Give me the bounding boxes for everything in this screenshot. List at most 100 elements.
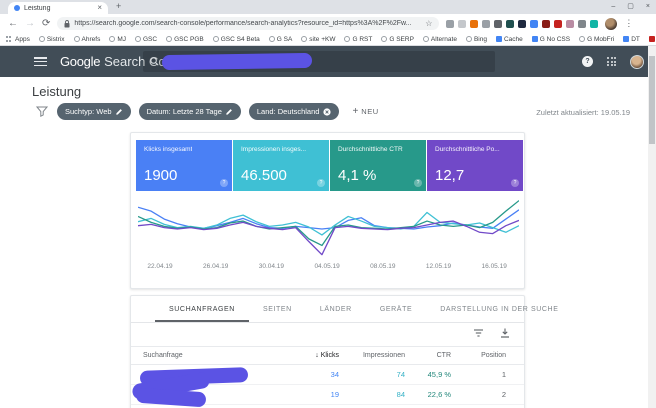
window-controls: – ▢ ×: [611, 0, 650, 13]
extension-icon[interactable]: [470, 19, 479, 28]
column-header-ctr[interactable]: CTR: [436, 352, 451, 359]
metric-label: Klicks insgesamt: [144, 146, 193, 153]
close-window-button[interactable]: ×: [645, 3, 650, 10]
table-row[interactable]: 19 84 22,6 % 2: [131, 385, 524, 405]
filter-chip-2[interactable]: Datum: Letzte 28 Tage: [138, 103, 241, 120]
filter-chip-3[interactable]: Land: Deutschland: [248, 103, 340, 120]
column-header-position[interactable]: Position: [481, 352, 506, 359]
bookmark-item[interactable]: GSC: [135, 36, 157, 43]
extension-icon[interactable]: [566, 19, 575, 28]
extension-icon[interactable]: [542, 19, 551, 28]
new-tab-button[interactable]: +: [116, 1, 122, 11]
bookmark-star-icon[interactable]: ☆: [425, 19, 433, 28]
chart-x-axis-labels: 22.04.19 26.04.19 30.04.19 04.05.19 08.05.19…: [131, 263, 526, 273]
metric-help-icon[interactable]: ?: [414, 179, 422, 187]
extension-icon[interactable]: [590, 19, 599, 28]
browser-tab[interactable]: Leistung ×: [8, 2, 108, 14]
tab-l-nder[interactable]: LÄNDER: [319, 305, 352, 313]
table-header-row: Suchanfrage ↓ Klicks Impressionen CTR Po…: [131, 346, 524, 365]
edit-pencil-icon[interactable]: [115, 108, 123, 115]
cell-ctr: 45,9 %: [427, 370, 451, 379]
bookmark-item[interactable]: Bing: [465, 36, 487, 43]
new-filter-label: NEU: [361, 107, 379, 116]
bookmark-item[interactable]: G MobFri: [579, 36, 614, 43]
tab-suchanfragen[interactable]: SUCHANFRAGEN: [155, 296, 249, 322]
bookmark-item[interactable]: site +KW: [301, 36, 335, 43]
table-filter-icon[interactable]: [473, 328, 484, 338]
tab-close-icon[interactable]: ×: [97, 3, 102, 12]
extension-icon[interactable]: [578, 19, 587, 28]
extension-icon[interactable]: [458, 19, 467, 28]
minimize-button[interactable]: –: [611, 3, 616, 10]
column-header-impressionen[interactable]: Impressionen: [362, 352, 405, 359]
bookmark-item[interactable]: DT: [623, 36, 640, 43]
extension-icon[interactable]: [530, 19, 539, 28]
bookmark-item[interactable]: G No CSS: [531, 35, 571, 43]
bookmark-item[interactable]: Apps: [6, 35, 30, 43]
globe-favicon-icon: [212, 36, 219, 42]
extension-icon[interactable]: [446, 19, 455, 28]
table-tools: [473, 328, 510, 338]
bookmark-item[interactable]: GSC PGB: [166, 36, 204, 43]
bookmark-item[interactable]: G RST: [344, 36, 372, 43]
performance-line-chart[interactable]: [138, 194, 519, 260]
tab-seiten[interactable]: SEITEN: [262, 305, 292, 313]
metric-label: Durchschnittliche Po...: [435, 146, 500, 153]
bookmark-item[interactable]: Cache: [495, 36, 523, 43]
browser-profile-avatar[interactable]: [605, 17, 618, 30]
globe-favicon-icon: [344, 36, 351, 42]
metric-tile-3[interactable]: Durchschnittliche CTR 4,1 %?: [330, 140, 426, 191]
help-icon[interactable]: ?: [582, 56, 593, 67]
tab-ger-te[interactable]: GERÄTE: [379, 305, 413, 313]
extension-icon[interactable]: [482, 19, 491, 28]
bookmark-item[interactable]: G SERP: [381, 36, 414, 43]
cell-position: 2: [501, 390, 506, 399]
bookmark-item[interactable]: AWR: [648, 36, 656, 43]
column-header-query[interactable]: Suchanfrage: [143, 352, 183, 359]
edit-pencil-icon[interactable]: [226, 108, 233, 115]
metric-help-icon[interactable]: ?: [511, 179, 519, 187]
filter-chip-1[interactable]: Suchtyp: Web: [57, 103, 131, 120]
globe-favicon-icon: [422, 36, 429, 42]
bookmark-item[interactable]: G SA: [268, 36, 292, 43]
gsc-header-actions: ?: [582, 51, 644, 72]
extension-icon[interactable]: [506, 19, 515, 28]
maximize-button[interactable]: ▢: [627, 3, 634, 10]
account-avatar[interactable]: [630, 54, 644, 69]
extension-icon[interactable]: [494, 19, 503, 28]
download-icon[interactable]: [500, 328, 510, 338]
chart-line-position: [138, 220, 519, 254]
menu-hamburger-icon[interactable]: [34, 57, 47, 66]
browser-menu-icon[interactable]: ⋮: [624, 18, 634, 28]
bookmark-item[interactable]: Sistrix: [38, 36, 65, 43]
chart-line-ctr: [138, 201, 519, 246]
metric-tile-1[interactable]: Klicks insgesamt 1900?: [136, 140, 232, 191]
bookmark-item[interactable]: Ahrefs: [73, 36, 100, 43]
filter-chip-label: Land: Deutschland: [256, 107, 320, 116]
remove-filter-icon[interactable]: [323, 107, 332, 116]
page-scrollbar[interactable]: [648, 46, 656, 408]
tab-darstellung-in-der-suche[interactable]: DARSTELLUNG IN DER SUCHE: [440, 305, 559, 313]
tab-favicon-icon: [14, 5, 20, 11]
extension-icon[interactable]: [554, 19, 563, 28]
bookmark-item[interactable]: Alternate: [422, 36, 457, 43]
column-header-klicks[interactable]: ↓ Klicks: [315, 352, 339, 359]
metric-help-icon[interactable]: ?: [317, 179, 325, 187]
gsc-header: [0, 46, 656, 77]
forward-icon[interactable]: →: [25, 17, 35, 29]
extension-icons: [446, 19, 599, 28]
metric-tile-4[interactable]: Durchschnittliche Po... 12,7?: [427, 140, 523, 191]
metric-tile-2[interactable]: Impressionen insges... 46.500?: [233, 140, 329, 191]
scrollbar-thumb[interactable]: [649, 56, 655, 144]
table-row[interactable]: 34 74 45,9 % 1: [131, 365, 524, 385]
bookmark-label: G No CSS: [539, 35, 571, 43]
extension-icon[interactable]: [518, 19, 527, 28]
bookmark-item[interactable]: MJ: [109, 36, 126, 43]
google-apps-icon[interactable]: [607, 57, 616, 66]
address-bar[interactable]: https://search.google.com/search-console…: [57, 17, 440, 30]
metric-help-icon[interactable]: ?: [220, 179, 228, 187]
back-icon[interactable]: ←: [8, 17, 18, 29]
bookmark-item[interactable]: GSC S4 Beta: [212, 36, 260, 43]
new-filter-button[interactable]: + NEU: [352, 106, 379, 117]
reload-icon[interactable]: ⟳: [42, 17, 51, 29]
